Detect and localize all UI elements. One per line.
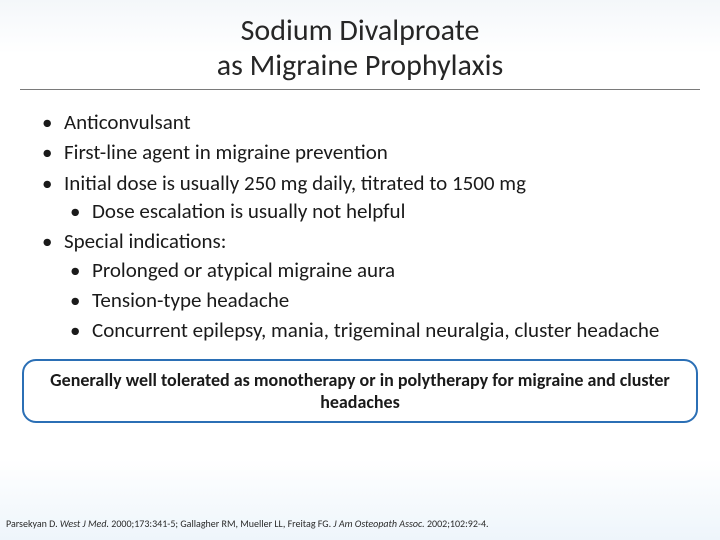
sub-list: Dose escalation is usually not helpful — [64, 197, 680, 225]
bullet-text: Prolonged or atypical migraine aura — [92, 257, 395, 283]
bullet-text: Anticonvulsant — [64, 109, 191, 135]
ref-part: 2000;173:341-5; Gallagher RM, Mueller LL… — [109, 517, 333, 530]
bullet-list: Anticonvulsant First-line agent in migra… — [40, 108, 680, 345]
bullet-text: Tension-type headache — [92, 287, 289, 313]
ref-part: 2002;102:92-4. — [425, 517, 489, 530]
list-item: Initial dose is usually 250 mg daily, ti… — [40, 169, 680, 226]
reference-citation: Parsekyan D. West J Med. 2000;173:341-5;… — [6, 517, 489, 530]
body-content: Anticonvulsant First-line agent in migra… — [0, 90, 720, 345]
list-item: Concurrent epilepsy, mania, trigeminal n… — [64, 316, 680, 344]
callout-text: Generally well tolerated as monotherapy … — [50, 369, 670, 413]
ref-italic: West J Med. — [60, 517, 109, 530]
bullet-text: First-line agent in migraine prevention — [64, 139, 388, 165]
slide: Sodium Divalproate as Migraine Prophylax… — [0, 0, 720, 540]
title-block: Sodium Divalproate as Migraine Prophylax… — [20, 0, 700, 90]
list-item: Dose escalation is usually not helpful — [64, 197, 680, 225]
list-item: Special indications: Prolonged or atypic… — [40, 227, 680, 344]
sub-list: Prolonged or atypical migraine aura Tens… — [64, 256, 680, 345]
bullet-text: Concurrent epilepsy, mania, trigeminal n… — [92, 317, 659, 343]
title-line-1: Sodium Divalproate — [20, 14, 700, 49]
list-item: Tension-type headache — [64, 286, 680, 314]
list-item: First-line agent in migraine prevention — [40, 138, 680, 166]
bullet-text: Initial dose is usually 250 mg daily, ti… — [64, 170, 526, 196]
title-line-2: as Migraine Prophylaxis — [20, 49, 700, 84]
callout-box: Generally well tolerated as monotherapy … — [22, 359, 698, 423]
bullet-text: Special indications: — [64, 228, 226, 254]
list-item: Anticonvulsant — [40, 108, 680, 136]
bullet-text: Dose escalation is usually not helpful — [92, 198, 405, 224]
list-item: Prolonged or atypical migraine aura — [64, 256, 680, 284]
ref-italic: J Am Osteopath Assoc. — [333, 517, 424, 530]
ref-part: Parsekyan D. — [6, 517, 60, 530]
